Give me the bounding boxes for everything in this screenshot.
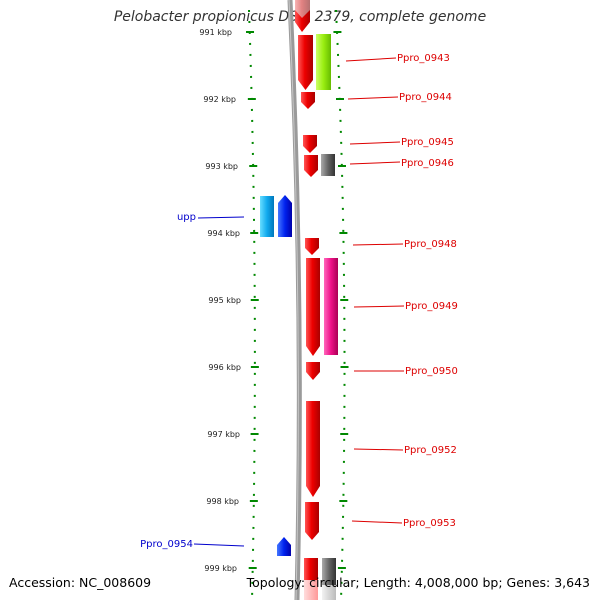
accession-text: Accession: NC_008609 [9, 575, 152, 590]
gene-gray-bottom-light [322, 585, 336, 600]
gene-ppro-0946 [304, 155, 318, 177]
gene-label-ppro-0944[interactable]: Ppro_0944 [399, 92, 452, 103]
gene-label-ppro-0948[interactable]: Ppro_0948 [404, 239, 457, 250]
topology-summary: Topology: circular; Length: 4,008,000 bp… [246, 575, 590, 590]
leader-ppro-0948 [352, 243, 404, 246]
gene-label-ppro-0945[interactable]: Ppro_0945 [401, 137, 454, 148]
genome-backbone [287, 0, 302, 600]
gene-ppro-0945 [303, 135, 317, 153]
leader-ppro-0943 [345, 57, 397, 62]
gene-upp [278, 195, 292, 237]
gene-light-top [295, 0, 310, 18]
scale-ticks [246, 31, 349, 569]
leader-ppro-0954 [193, 543, 245, 547]
gene-green [316, 34, 331, 90]
gene-label-upp[interactable]: upp [177, 212, 196, 223]
gene-ppro-0954 [277, 537, 291, 556]
gene-ppro-0944 [301, 92, 315, 109]
scale-label-996: 996 kbp [208, 363, 241, 372]
gene-label-ppro-0946[interactable]: Ppro_0946 [401, 158, 454, 169]
leader-ppro-0952 [353, 448, 404, 451]
gene-ppro-0949 [306, 258, 320, 356]
leader-ppro-0949 [353, 305, 405, 308]
leader-ppro-0953 [351, 520, 403, 524]
scale-label-992: 992 kbp [203, 95, 236, 104]
gene-gray-0946 [321, 154, 335, 176]
scale-label-999: 999 kbp [204, 564, 237, 573]
scale-label-994: 994 kbp [207, 229, 240, 238]
ruler-left-track [248, 9, 256, 600]
scale-label-998: 998 kbp [206, 497, 239, 506]
leader-ppro-0944 [347, 96, 399, 100]
scale-label-997: 997 kbp [207, 430, 240, 439]
scale-label-995: 995 kbp [208, 296, 241, 305]
gene-ppro-0952 [306, 401, 320, 497]
leader-upp [197, 216, 245, 219]
leader-ppro-0945 [349, 141, 401, 145]
gene-ppro-0948 [305, 238, 319, 255]
leader-ppro-0946 [349, 161, 401, 165]
gene-ppro-0953 [305, 502, 319, 540]
gene-bottom-pink-overlay [304, 580, 318, 600]
gene-label-ppro-0953[interactable]: Ppro_0953 [403, 518, 456, 529]
genome-backbone-highlight [288, 0, 299, 600]
scale-label-993: 993 kbp [205, 162, 238, 171]
gene-label-ppro-0950[interactable]: Ppro_0950 [405, 366, 458, 377]
gene-label-ppro-0949[interactable]: Ppro_0949 [405, 301, 458, 312]
gene-ppro-0943 [298, 35, 313, 90]
gene-ppro-0950 [306, 362, 320, 380]
gene-label-ppro-0943[interactable]: Ppro_0943 [397, 53, 450, 64]
scale-label-991: 991 kbp [199, 28, 232, 37]
gene-upp-cyan [260, 196, 274, 237]
gene-label-ppro-0954[interactable]: Ppro_0954 [140, 539, 193, 550]
gene-label-ppro-0952[interactable]: Ppro_0952 [404, 445, 457, 456]
ruler-right-track [335, 9, 346, 600]
gene-magenta-0949 [324, 258, 338, 355]
